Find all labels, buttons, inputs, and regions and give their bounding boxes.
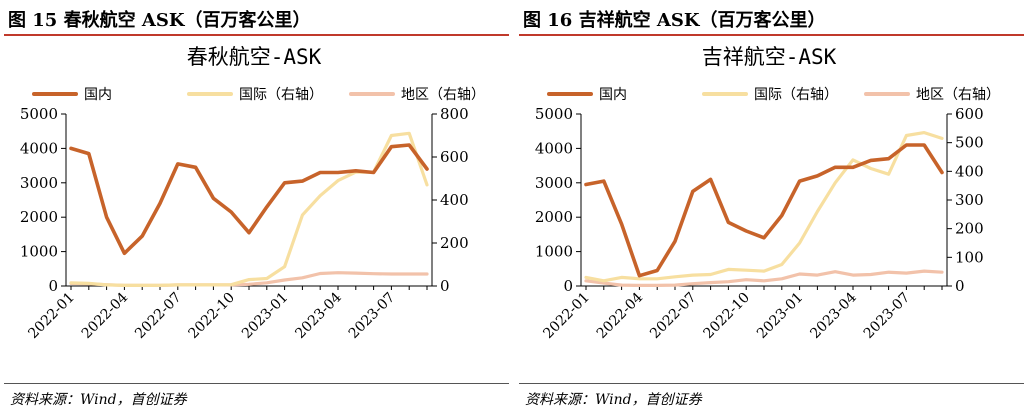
left-axis-tick-label: 2000 <box>20 208 58 226</box>
right-axis-tick-label: 800 <box>440 105 469 123</box>
left-axis-tick-label: 2000 <box>535 208 573 226</box>
right-axis-tick-label: 600 <box>440 148 469 166</box>
source-rule <box>4 383 509 384</box>
series-line-international <box>584 130 944 283</box>
x-axis-tick-label: 2023-07 <box>861 290 913 342</box>
title-rule <box>4 34 509 36</box>
source-note: 资料来源：Wind，首创证券 <box>10 392 187 408</box>
left-axis-tick-label: 4000 <box>20 139 58 157</box>
x-axis-tick-label: 2022-04 <box>79 289 132 342</box>
series-line-domestic <box>69 143 429 256</box>
left-axis-tick-label: 3000 <box>535 174 573 192</box>
figure-title: 图 16 吉祥航空 ASK（百万客公里） <box>523 10 826 31</box>
title-rule <box>519 34 1024 36</box>
x-axis-tick-label: 2022-07 <box>132 290 184 342</box>
left-axis-tick-label: 5000 <box>535 105 573 123</box>
left-axis-tick-label: 0 <box>563 277 573 295</box>
left-axis-tick-label: 0 <box>48 277 58 295</box>
source-rule <box>519 383 1024 384</box>
left-axis-tick-label: 3000 <box>20 174 58 192</box>
x-axis-tick-label: 2023-04 <box>807 289 860 342</box>
x-axis-tick-label: 2022-01 <box>25 290 77 342</box>
left-axis-tick-label: 4000 <box>535 139 573 157</box>
left-axis-tick-label: 5000 <box>20 105 58 123</box>
legend-label-international: 国际（右轴） <box>754 87 838 103</box>
left-axis-tick-label: 1000 <box>535 243 573 261</box>
chart-title: 吉祥航空-ASK <box>702 45 837 69</box>
figure-panel-right: 图 16 吉祥航空 ASK（百万客公里） 吉祥航空-ASK 国内 国际（右轴） 地区（… <box>519 0 1024 413</box>
right-axis-tick-label: 400 <box>955 162 984 180</box>
x-axis-tick-label: 2022-10 <box>186 290 238 342</box>
x-axis-tick-label: 2023-01 <box>239 290 291 342</box>
figure-title: 图 15 春秋航空 ASK（百万客公里） <box>8 10 311 31</box>
x-axis-tick-label: 2022-04 <box>594 289 647 342</box>
right-axis-tick-label: 500 <box>955 134 984 152</box>
legend-label-international: 国际（右轴） <box>239 87 323 103</box>
right-axis-tick-label: 0 <box>955 277 965 295</box>
right-axis-tick-label: 400 <box>440 191 469 209</box>
right-axis-tick-label: 200 <box>955 220 984 238</box>
right-axis-tick-label: 0 <box>440 277 450 295</box>
x-axis-tick-label: 2022-01 <box>540 290 592 342</box>
right-axis-tick-label: 100 <box>955 248 984 266</box>
left-axis-tick-label: 1000 <box>20 243 58 261</box>
chart-title: 春秋航空-ASK <box>187 45 322 69</box>
x-axis-tick-label: 2023-01 <box>754 290 806 342</box>
x-axis-tick-label: 2022-10 <box>701 290 753 342</box>
series-line-domestic <box>584 143 944 278</box>
series-line-regional <box>584 269 944 287</box>
right-axis-tick-label: 200 <box>440 234 469 252</box>
source-note: 资料来源：Wind，首创证券 <box>525 392 702 408</box>
x-axis-tick-label: 2023-07 <box>346 290 398 342</box>
legend-label-domestic: 国内 <box>599 87 627 103</box>
legend-label-domestic: 国内 <box>84 87 112 103</box>
x-axis-tick-label: 2022-07 <box>647 290 699 342</box>
legend-label-regional: 地区（右轴） <box>401 87 485 103</box>
series-line-international <box>69 131 429 287</box>
x-axis-tick-label: 2023-04 <box>292 289 345 342</box>
right-axis-tick-label: 600 <box>955 105 984 123</box>
legend-label-regional: 地区（右轴） <box>916 87 1000 103</box>
right-axis-tick-label: 300 <box>955 191 984 209</box>
figure-panel-left: 图 15 春秋航空 ASK（百万客公里） 春秋航空-ASK 国内 国际（右轴） 地区（… <box>4 0 509 413</box>
